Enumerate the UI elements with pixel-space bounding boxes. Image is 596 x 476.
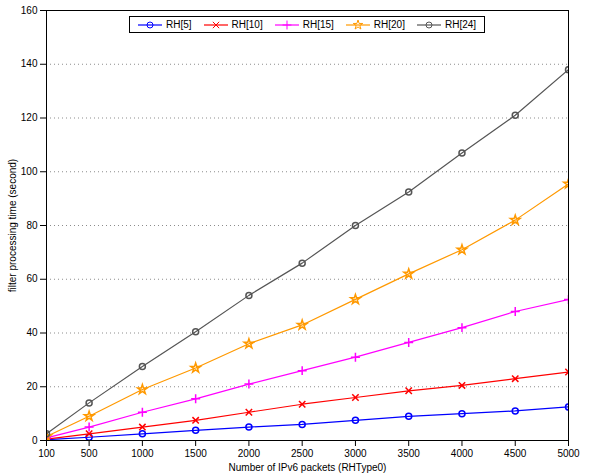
svg-text:Number of IPv6 packets (RHType: Number of IPv6 packets (RHType0) — [229, 462, 387, 473]
svg-text:140: 140 — [21, 58, 38, 69]
svg-text:20: 20 — [26, 381, 38, 392]
svg-text:2000: 2000 — [238, 448, 261, 459]
html-text:RH[5]: RH[5] — [166, 19, 192, 30]
svg-text:100: 100 — [38, 448, 55, 459]
svg-text:120: 120 — [21, 112, 38, 123]
html-text:RH[15]: RH[15] — [302, 19, 334, 30]
svg-text:100: 100 — [21, 166, 38, 177]
svg-text:40: 40 — [26, 327, 38, 338]
svg-text:5000: 5000 — [557, 448, 580, 459]
html-text:RH[24]: RH[24] — [444, 19, 477, 30]
svg-text:80: 80 — [26, 220, 38, 231]
svg-text:3000: 3000 — [344, 448, 367, 459]
svg-text:4000: 4000 — [451, 448, 474, 459]
html-text:RH[10]: RH[10] — [231, 19, 263, 30]
svg-text:2500: 2500 — [291, 448, 314, 459]
svg-text:500: 500 — [81, 448, 98, 459]
svg-text:filter processing time (second: filter processing time (second) — [7, 159, 18, 292]
svg-text:1500: 1500 — [185, 448, 208, 459]
svg-text:3500: 3500 — [398, 448, 421, 459]
svg-text:60: 60 — [26, 273, 38, 284]
svg-text:1000: 1000 — [131, 448, 154, 459]
html-text:RH[20]: RH[20] — [373, 19, 405, 30]
svg-text:4500: 4500 — [504, 448, 527, 459]
svg-text:0: 0 — [32, 435, 38, 446]
svg-text:160: 160 — [21, 5, 38, 16]
